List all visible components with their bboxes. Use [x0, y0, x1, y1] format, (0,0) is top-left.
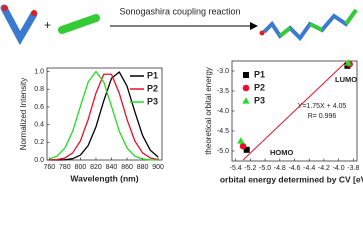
x-tick-label: -4.4 — [303, 165, 315, 172]
x-tick-label: -4.0 — [333, 165, 345, 172]
x-tick-label: 760 — [43, 164, 55, 171]
legend-label: P2 — [147, 83, 158, 93]
end-group — [31, 10, 37, 16]
point — [344, 59, 352, 66]
y-tick-label: -5.0 — [217, 148, 229, 155]
point — [243, 146, 250, 153]
y-tick-label: -4.5 — [217, 128, 229, 135]
x-tick-label: 800 — [75, 164, 87, 171]
y-tick-label: -3.0 — [217, 68, 229, 75]
legend-label: P1 — [147, 70, 158, 80]
charts: 760 780 800 820 840 860 880 9000.00.20.40.60.81… — [19, 59, 363, 184]
legend-label: P3 — [254, 95, 265, 105]
arrow-label: Sonogashira coupling reaction — [119, 6, 240, 16]
fit-line — [242, 61, 347, 161]
plus: + — [44, 18, 51, 32]
x-tick-label: 840 — [106, 164, 118, 171]
y-tick-label: 0.8 — [34, 86, 44, 93]
x-tick-label: -4.6 — [288, 165, 300, 172]
series-line — [49, 73, 159, 161]
arrow-head — [250, 22, 258, 30]
x-tick-label: -4.2 — [318, 165, 330, 172]
y-tick-label: 0.4 — [34, 121, 44, 128]
legend-marker — [242, 84, 250, 92]
legend-label: P1 — [254, 69, 265, 79]
figure: + Sonogashira coupling reaction 760 780 80… — [0, 4, 363, 184]
end-group — [259, 30, 265, 36]
series-line — [49, 70, 159, 161]
x-axis-label: orbital energy determined by CV [eV] — [220, 174, 363, 184]
annotation: Y=1.75X + 4.05 — [298, 103, 347, 110]
monomer-b — [58, 14, 100, 34]
y-tick-label: -3.5 — [217, 88, 229, 95]
polymer-segment — [278, 8, 358, 38]
monomer-a — [0, 4, 38, 46]
point — [237, 137, 245, 144]
x-tick-label: -4.8 — [274, 165, 286, 172]
x-tick-label: 900 — [152, 164, 164, 171]
legend-marker — [243, 72, 249, 78]
polymer — [262, 8, 358, 42]
end-group — [2, 5, 8, 11]
scheme: + Sonogashira coupling reaction — [0, 4, 358, 46]
annotation: HOMO — [270, 148, 293, 157]
y-tick-label: 1.0 — [34, 68, 44, 75]
x-tick-label: 880 — [137, 164, 149, 171]
page: {"scheme":{"arrow_label":"Sonogashira co… — [0, 4, 363, 185]
legend-label: P2 — [254, 82, 265, 92]
y-axis-label: Normalized Intensity — [19, 78, 28, 150]
y-axis-label: theoretical orbital energy — [204, 67, 213, 155]
legend-label: P3 — [147, 96, 158, 106]
annotation: R= 0.996 — [308, 113, 337, 120]
x-tick-label: 820 — [90, 164, 102, 171]
y-tick-label: 0.2 — [34, 139, 44, 146]
y-tick-label: 0.6 — [34, 104, 44, 111]
x-tick-label: -3.8 — [347, 165, 359, 172]
plot-frame — [46, 67, 163, 161]
series-line — [49, 71, 159, 161]
y-tick-label: -4.0 — [217, 108, 229, 115]
legend-marker — [242, 97, 250, 104]
annotation: LUMO — [335, 75, 357, 84]
y-tick-label: 0.0 — [34, 157, 44, 164]
x-tick-label: 860 — [121, 164, 133, 171]
point — [239, 142, 247, 150]
x-tick-label: -5.0 — [259, 165, 271, 172]
x-tick-label: -5.4 — [230, 165, 242, 172]
x-tick-label: 780 — [59, 164, 71, 171]
x-tick-label: -5.2 — [244, 165, 256, 172]
x-axis-label: Wavelength (nm) — [70, 173, 138, 183]
